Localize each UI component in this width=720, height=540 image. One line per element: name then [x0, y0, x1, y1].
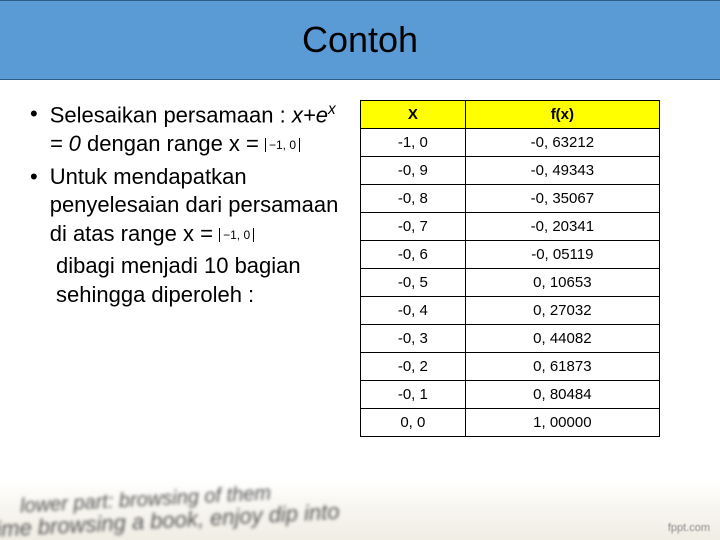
- b1-part1: Selesaikan persamaan :: [50, 102, 292, 127]
- b1-rest: = 0: [50, 131, 81, 156]
- cell-fx: 0, 80484: [465, 381, 659, 409]
- table-row: -0, 30, 44082: [361, 325, 660, 353]
- cell-x: -0, 3: [361, 325, 466, 353]
- bullet-2-cont: dibagi menjadi 10 bagian sehingga dipero…: [56, 252, 350, 309]
- fppt-watermark: fppt.com: [668, 522, 710, 534]
- bullet-1-text: Selesaikan persamaan : x+ex = 0 dengan r…: [50, 100, 350, 159]
- cell-x: -0, 4: [361, 297, 466, 325]
- bullet-marker: •: [30, 163, 38, 249]
- table-row: -0, 6-0, 05119: [361, 241, 660, 269]
- cell-x: -0, 9: [361, 157, 466, 185]
- table-header-row: X f(x): [361, 101, 660, 129]
- cell-fx: 0, 44082: [465, 325, 659, 353]
- range-2: −1, 0: [219, 228, 254, 242]
- cell-fx: -0, 20341: [465, 213, 659, 241]
- th-x: X: [361, 101, 466, 129]
- cell-fx: -0, 05119: [465, 241, 659, 269]
- table-row: -0, 8-0, 35067: [361, 185, 660, 213]
- data-table: X f(x) -1, 0-0, 63212-0, 9-0, 49343-0, 8…: [360, 100, 660, 437]
- b1-plus: +: [303, 102, 316, 127]
- content-area: • Selesaikan persamaan : x+ex = 0 dengan…: [0, 80, 720, 437]
- cell-x: -0, 8: [361, 185, 466, 213]
- cell-x: -0, 6: [361, 241, 466, 269]
- cell-fx: -0, 35067: [465, 185, 659, 213]
- b2-part1: Untuk mendapatkan penyelesaian dari pers…: [50, 164, 339, 246]
- page-title: Contoh: [302, 19, 418, 61]
- cell-fx: 0, 61873: [465, 353, 659, 381]
- right-column: X f(x) -1, 0-0, 63212-0, 9-0, 49343-0, 8…: [360, 100, 660, 437]
- cell-x: 0, 0: [361, 409, 466, 437]
- bullet-2: • Untuk mendapatkan penyelesaian dari pe…: [30, 163, 350, 249]
- cell-x: -0, 2: [361, 353, 466, 381]
- table-row: -0, 50, 10653: [361, 269, 660, 297]
- b1-part2: dengan range x =: [81, 131, 265, 156]
- cell-x: -0, 5: [361, 269, 466, 297]
- cell-fx: 1, 00000: [465, 409, 659, 437]
- table-row: -0, 7-0, 20341: [361, 213, 660, 241]
- bullet-marker: •: [30, 100, 38, 159]
- left-column: • Selesaikan persamaan : x+ex = 0 dengan…: [30, 100, 360, 437]
- table-body: -1, 0-0, 63212-0, 9-0, 49343-0, 8-0, 350…: [361, 129, 660, 437]
- th-fx: f(x): [465, 101, 659, 129]
- bullet-2-text: Untuk mendapatkan penyelesaian dari pers…: [50, 163, 350, 249]
- header-bar: Contoh: [0, 0, 720, 80]
- cell-x: -1, 0: [361, 129, 466, 157]
- table-row: -0, 40, 27032: [361, 297, 660, 325]
- table-row: -0, 20, 61873: [361, 353, 660, 381]
- cell-x: -0, 1: [361, 381, 466, 409]
- table-row: -0, 9-0, 49343: [361, 157, 660, 185]
- bullet-1: • Selesaikan persamaan : x+ex = 0 dengan…: [30, 100, 350, 159]
- b1-x: x: [292, 102, 303, 127]
- range-1: −1, 0: [265, 138, 300, 152]
- table-row: 0, 01, 00000: [361, 409, 660, 437]
- cell-fx: -0, 49343: [465, 157, 659, 185]
- cell-fx: 0, 27032: [465, 297, 659, 325]
- b1-sup: x: [328, 101, 336, 118]
- table-row: -1, 0-0, 63212: [361, 129, 660, 157]
- footer-decoration: lower part: browsing of them time browsi…: [0, 480, 720, 540]
- cell-fx: 0, 10653: [465, 269, 659, 297]
- cell-fx: -0, 63212: [465, 129, 659, 157]
- table-row: -0, 10, 80484: [361, 381, 660, 409]
- b1-e: e: [316, 102, 328, 127]
- cell-x: -0, 7: [361, 213, 466, 241]
